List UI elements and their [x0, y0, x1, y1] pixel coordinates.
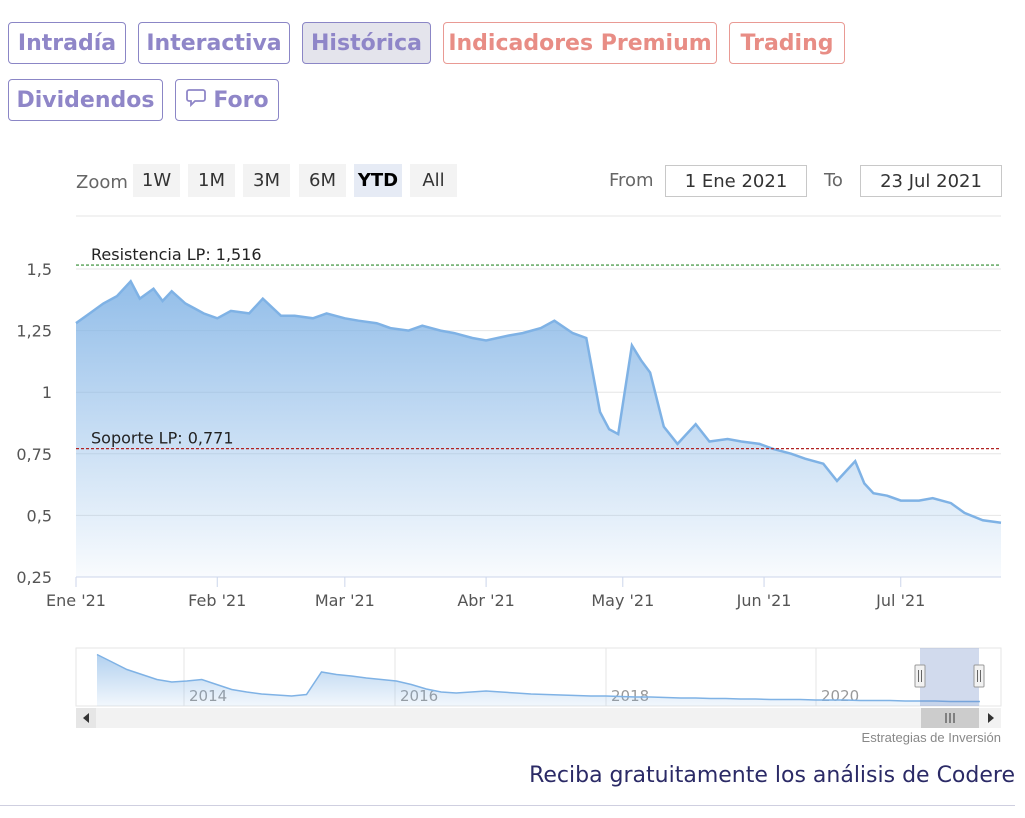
x-tick-label: Ene '21 [46, 591, 106, 610]
x-tick-label: May '21 [591, 591, 654, 610]
zoom-6m-button[interactable]: 6M [299, 164, 346, 197]
tab-interactiva[interactable]: Interactiva [138, 22, 290, 64]
tab-dividendos[interactable]: Dividendos [8, 79, 163, 121]
to-label: To [824, 170, 843, 191]
y-tick-label: 1,25 [16, 322, 52, 341]
zoom-label: Zoom [76, 172, 128, 193]
x-axis: Ene '21 Feb '21 Mar '21 Abr '21 May '21 Jun '… [46, 576, 1001, 610]
to-date-input[interactable] [860, 165, 1002, 197]
zoom-3m-button[interactable]: 3M [243, 164, 290, 197]
scroll-right-arrow-icon [988, 713, 994, 723]
navigator-handle-right[interactable] [973, 664, 985, 688]
from-label: From [609, 170, 654, 191]
scroll-left-arrow-icon [83, 713, 89, 723]
series-area [76, 281, 1001, 577]
y-tick-label: 1 [42, 383, 52, 402]
cta-text[interactable]: Reciba gratuitamente los análisis de Cod… [529, 763, 1015, 788]
series [75, 279, 1002, 577]
scrollbar-track [76, 708, 1001, 728]
credits[interactable]: Estrategias de Inversión [861, 730, 1001, 745]
annotations: Resistencia LP: 1,516 Soporte LP: 0,771 [76, 245, 1001, 450]
tab-trading[interactable]: Trading [729, 22, 845, 64]
x-tick-label: Jul '21 [875, 591, 925, 610]
zoom-ytd-button[interactable]: YTD [354, 164, 402, 197]
y-tick-label: 0,5 [27, 506, 52, 525]
price-chart: 0,25 0,5 0,75 1 1,25 1,5 Resistencia LP: 1,51… [16, 215, 1002, 728]
tab-historica[interactable]: Histórica [302, 22, 431, 64]
from-date-input[interactable] [665, 165, 807, 197]
resistance-label: Resistencia LP: 1,516 [91, 245, 262, 264]
navigator-area [97, 654, 980, 706]
y-tick-label: 0,25 [16, 568, 52, 587]
x-tick-label: Feb '21 [188, 591, 246, 610]
zoom-1m-button[interactable]: 1M [188, 164, 235, 197]
x-tick-label: Jun '21 [736, 591, 792, 610]
support-label: Soporte LP: 0,771 [91, 429, 234, 448]
zoom-all-button[interactable]: All [410, 164, 457, 197]
y-tick-label: 0,75 [16, 445, 52, 464]
zoom-1w-button[interactable]: 1W [133, 164, 180, 197]
tab-intradia[interactable]: Intradía [8, 22, 126, 64]
x-tick-label: Abr '21 [457, 591, 515, 610]
y-axis-labels: 0,25 0,5 0,75 1 1,25 1,5 [16, 260, 52, 587]
tab-foro[interactable]: Foro [175, 79, 279, 121]
navigator: 2014201620182020 [75, 647, 1002, 728]
tab-indicadores-premium[interactable]: Indicadores Premium [443, 22, 717, 64]
chat-bubble-icon [185, 86, 207, 114]
navigator-line [96, 653, 980, 703]
x-tick-label: Mar '21 [315, 591, 375, 610]
y-tick-label: 1,5 [27, 260, 52, 279]
navigator-selection[interactable] [920, 648, 979, 706]
series-line [75, 279, 1002, 525]
bottom-divider [0, 805, 1015, 806]
tab-foro-label: Foro [213, 87, 269, 113]
navigator-handle-left[interactable] [914, 664, 926, 688]
